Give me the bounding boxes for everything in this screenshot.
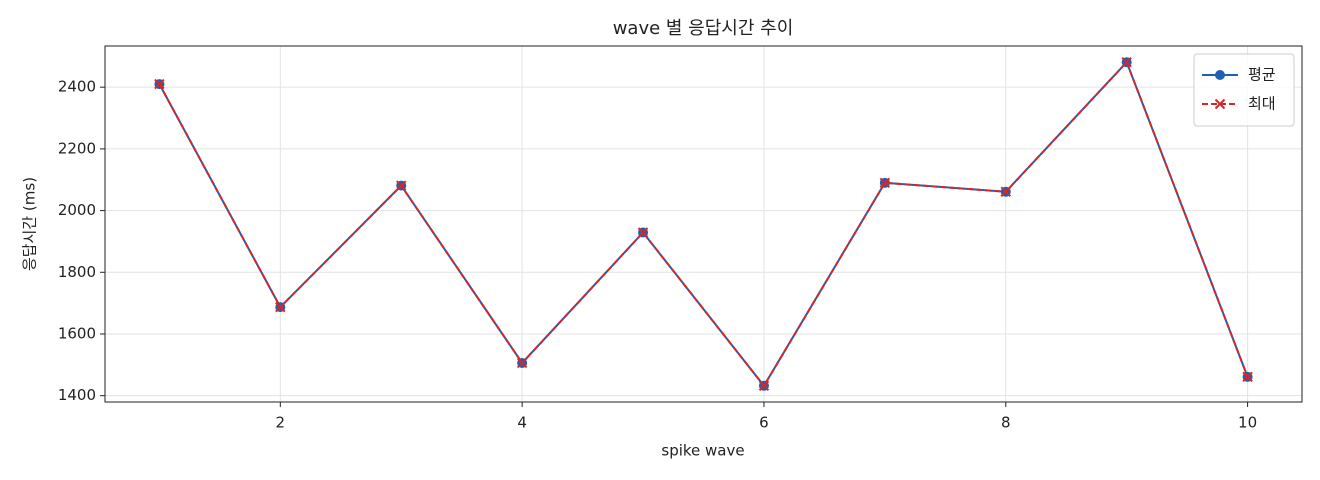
marker — [1214, 98, 1226, 110]
y-axis-label: 응답시간 (ms) — [21, 177, 39, 271]
marker — [396, 180, 407, 191]
x-tick-label: 4 — [517, 414, 527, 432]
marker — [1000, 186, 1011, 197]
legend-box — [1193, 53, 1295, 127]
x-tick-label: 6 — [759, 414, 769, 432]
y-tick-label: 2400 — [58, 78, 96, 96]
marker — [154, 78, 165, 90]
x-tick-label: 2 — [276, 414, 286, 432]
marker — [758, 380, 770, 392]
x-tick-label: 10 — [1238, 414, 1257, 432]
plot-frame — [104, 45, 1303, 403]
marker — [516, 357, 528, 369]
y-tick-label: 1600 — [58, 324, 96, 342]
y-tick-label: 1400 — [58, 386, 96, 404]
chart-title: wave 별 응답시간 추이 — [613, 18, 794, 39]
legend-label: 최대 — [1248, 95, 1276, 113]
legend-label: 평균 — [1248, 66, 1276, 84]
y-tick-label: 2000 — [58, 201, 96, 219]
x-axis-label: spike wave — [661, 442, 744, 460]
y-tick-label: 1800 — [58, 263, 96, 281]
y-tick-label: 2200 — [58, 139, 96, 157]
marker — [1242, 371, 1253, 383]
x-tick-label: 8 — [1001, 414, 1011, 432]
marker — [879, 177, 891, 189]
marker — [637, 227, 649, 238]
marker — [1215, 70, 1225, 80]
marker — [1121, 56, 1132, 68]
line — [158, 60, 1249, 388]
marker — [275, 301, 286, 313]
